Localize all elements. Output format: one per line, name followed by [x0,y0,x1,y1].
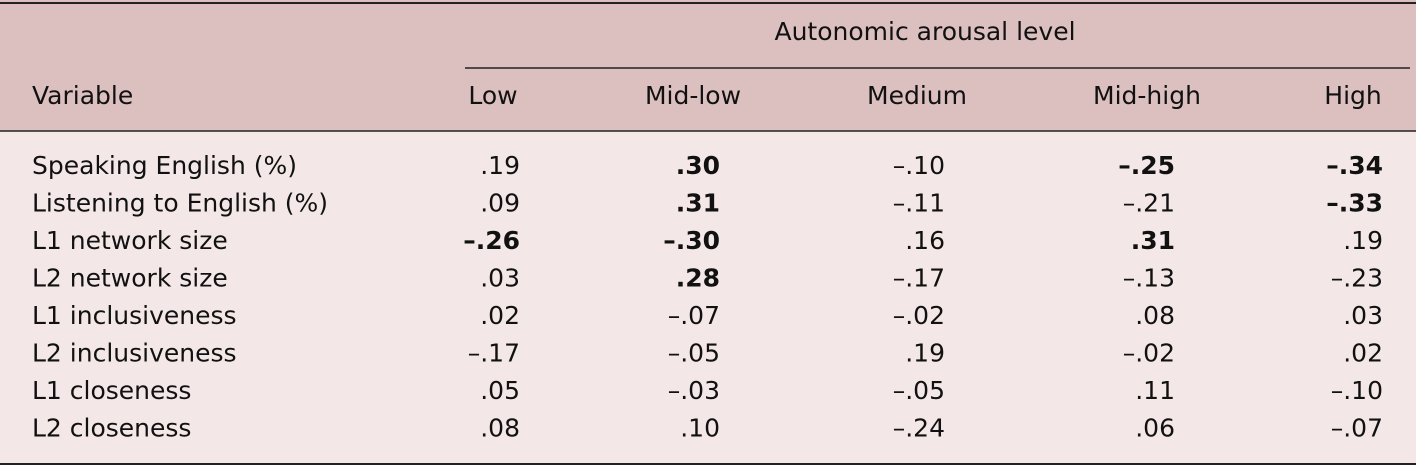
cell-value: –.34 [1326,151,1383,180]
cell-value: –.17 [468,339,520,368]
cell-value: –.02 [1123,339,1175,368]
row-label: L1 closeness [32,376,191,405]
cell-value: .05 [480,376,520,405]
cell-value: .19 [905,339,945,368]
row-label: Listening to English (%) [32,189,328,218]
cell-value: –.24 [893,414,945,443]
cell-value: .08 [1135,301,1175,330]
cell-value: –.25 [1118,151,1175,180]
row-label: L1 inclusiveness [32,301,237,330]
column-header: Variable [32,81,133,110]
cell-value: –.21 [1123,189,1175,218]
cell-value: –.30 [663,226,720,255]
cell-value: .06 [1135,414,1175,443]
header-background [0,0,1416,131]
cell-value: .11 [1135,376,1175,405]
cell-value: .30 [676,151,720,180]
cell-value: –.11 [893,189,945,218]
cell-value: –.07 [1331,414,1383,443]
cell-value: .16 [905,226,945,255]
cell-value: –.13 [1123,264,1175,293]
cell-value: –.05 [893,376,945,405]
cell-value: .10 [680,414,720,443]
cell-value: –.07 [668,301,720,330]
cell-value: .02 [480,301,520,330]
cell-value: .09 [480,189,520,218]
row-label: L1 network size [32,226,228,255]
body-background [0,131,1416,465]
cell-value: –.05 [668,339,720,368]
cell-value: .28 [676,264,720,293]
cell-value: .03 [1343,301,1383,330]
column-header: Medium [867,81,967,110]
cell-value: –.10 [1331,376,1383,405]
cell-value: –.10 [893,151,945,180]
cell-value: –.26 [463,226,520,255]
row-label: L2 inclusiveness [32,339,237,368]
cell-value: .02 [1343,339,1383,368]
cell-value: .31 [1131,226,1175,255]
cell-value: –.23 [1331,264,1383,293]
column-header: High [1324,81,1381,110]
row-label: Speaking English (%) [32,151,297,180]
column-header: Mid-high [1093,81,1201,110]
cell-value: .19 [1343,226,1383,255]
row-label: L2 network size [32,264,228,293]
cell-value: –.02 [893,301,945,330]
cell-value: .19 [480,151,520,180]
cell-value: .31 [676,189,720,218]
cell-value: .03 [480,264,520,293]
row-label: L2 closeness [32,414,191,443]
cell-value: .08 [480,414,520,443]
cell-value: –.03 [668,376,720,405]
column-header: Low [468,81,517,110]
cell-value: –.33 [1326,189,1383,218]
cell-value: –.17 [893,264,945,293]
column-header: Mid-low [645,81,741,110]
group-header: Autonomic arousal level [774,17,1075,46]
